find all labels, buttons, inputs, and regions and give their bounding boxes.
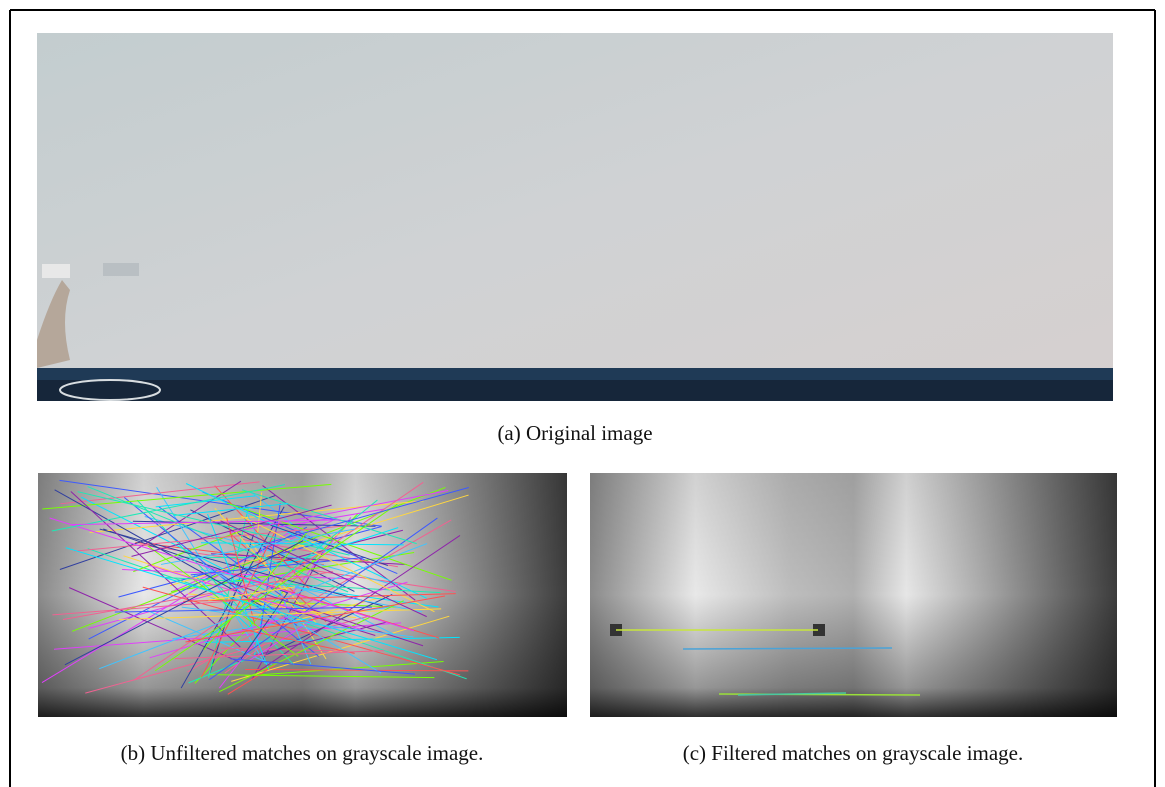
caption: (a) Original image — [497, 421, 652, 445]
page: (a) Original image (b) Unfiltered matche… — [0, 0, 1165, 787]
caption: (b) Unfiltered matches on grayscale imag… — [121, 741, 484, 765]
original-image — [37, 33, 1113, 401]
caption: (c) Filtered matches on grayscale image. — [683, 741, 1024, 765]
filtered-image — [590, 473, 1117, 717]
figure: (a) Original image (b) Unfiltered matche… — [0, 0, 1165, 787]
unfiltered-image — [38, 473, 567, 717]
